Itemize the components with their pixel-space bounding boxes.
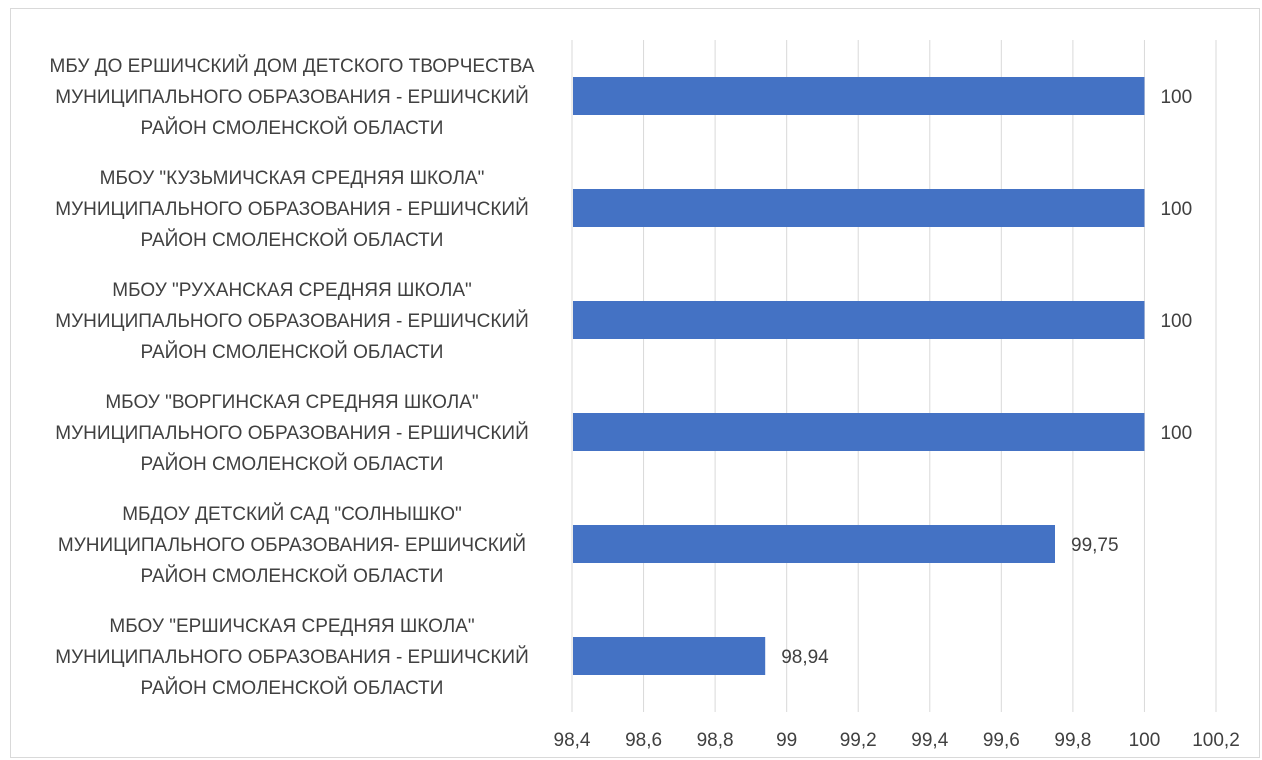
category-label-line: МБДОУ ДЕТСКИЙ САД "СОЛНЫШКО" (122, 503, 462, 525)
category-label-line: РАЙОН СМОЛЕНСКОЙ ОБЛАСТИ (141, 229, 444, 251)
bar (573, 525, 1055, 563)
category-label: МБОУ "КУЗЬМИЧСКАЯ СРЕДНЯЯ ШКОЛА" МУНИЦИПА… (55, 168, 528, 251)
bar (573, 301, 1145, 339)
x-tick-label: 99,4 (911, 730, 948, 751)
category-label-line: РАЙОН СМОЛЕНСКОЙ ОБЛАСТИ (141, 677, 444, 699)
x-tick-label: 99 (776, 730, 797, 751)
category-label-line: МУНИЦИПАЛЬНОГО ОБРАЗОВАНИЯ - ЕРШИЧСКИЙ (55, 198, 528, 220)
x-tick-label: 99,8 (1054, 730, 1091, 751)
x-tick-label: 98,6 (625, 730, 662, 751)
data-label: 99,75 (1071, 535, 1119, 556)
category-label-line: РАЙОН СМОЛЕНСКОЙ ОБЛАСТИ (141, 117, 444, 139)
category-label: МБОУ "РУХАНСКАЯ СРЕДНЯЯ ШКОЛА" МУНИЦИПАЛЬ… (55, 280, 528, 363)
category-label: МБУ ДО ЕРШИЧСКИЙ ДОМ ДЕТСКОГО ТВОРЧЕСТВА… (50, 55, 535, 139)
bar (573, 637, 766, 675)
category-label: МБОУ "ЕРШИЧСКАЯ СРЕДНЯЯ ШКОЛА" МУНИЦИПАЛЬ… (55, 616, 528, 699)
category-label-line: МУНИЦИПАЛЬНОГО ОБРАЗОВАНИЯ - ЕРШИЧСКИЙ (55, 646, 528, 668)
x-tick-label: 98,8 (697, 730, 734, 751)
x-tick-label: 99,6 (983, 730, 1020, 751)
data-label: 100 (1160, 87, 1192, 108)
category-label: МБДОУ ДЕТСКИЙ САД "СОЛНЫШКО" МУНИЦИПАЛЬНО… (58, 503, 526, 587)
x-tick-label: 100 (1129, 730, 1161, 751)
data-label: 100 (1160, 311, 1192, 332)
category-label-line: РАЙОН СМОЛЕНСКОЙ ОБЛАСТИ (141, 565, 444, 587)
category-label-line: МУНИЦИПАЛЬНОГО ОБРАЗОВАНИЯ- ЕРШИЧСКИЙ (58, 534, 526, 556)
category-label-line: МБОУ "РУХАНСКАЯ СРЕДНЯЯ ШКОЛА" (112, 280, 472, 301)
x-tick-label: 99,2 (840, 730, 877, 751)
category-label-line: РАЙОН СМОЛЕНСКОЙ ОБЛАСТИ (141, 453, 444, 475)
data-label: 100 (1160, 199, 1192, 220)
category-label-line: МУНИЦИПАЛЬНОГО ОБРАЗОВАНИЯ - ЕРШИЧСКИЙ (55, 422, 528, 444)
data-label: 100 (1160, 423, 1192, 444)
category-label: МБОУ "ВОРГИНСКАЯ СРЕДНЯЯ ШКОЛА" МУНИЦИПАЛ… (55, 392, 528, 475)
bar (573, 189, 1145, 227)
category-label-line: РАЙОН СМОЛЕНСКОЙ ОБЛАСТИ (141, 341, 444, 363)
x-tick-label: 98,4 (554, 730, 591, 751)
data-label: 98,94 (781, 647, 829, 668)
x-tick-label: 100,2 (1192, 730, 1240, 751)
bar (573, 77, 1145, 115)
category-label-line: МБОУ "ВОРГИНСКАЯ СРЕДНЯЯ ШКОЛА" (105, 392, 478, 413)
category-label-line: МУНИЦИПАЛЬНОГО ОБРАЗОВАНИЯ - ЕРШИЧСКИЙ (55, 310, 528, 332)
chart-frame (10, 8, 1260, 758)
bar (573, 413, 1145, 451)
category-label-line: МБУ ДО ЕРШИЧСКИЙ ДОМ ДЕТСКОГО ТВОРЧЕСТВА (50, 55, 535, 77)
category-label-line: МУНИЦИПАЛЬНОГО ОБРАЗОВАНИЯ - ЕРШИЧСКИЙ (55, 86, 528, 108)
category-label-line: МБОУ "ЕРШИЧСКАЯ СРЕДНЯЯ ШКОЛА" (109, 616, 474, 637)
category-label-line: МБОУ "КУЗЬМИЧСКАЯ СРЕДНЯЯ ШКОЛА" (100, 168, 485, 189)
